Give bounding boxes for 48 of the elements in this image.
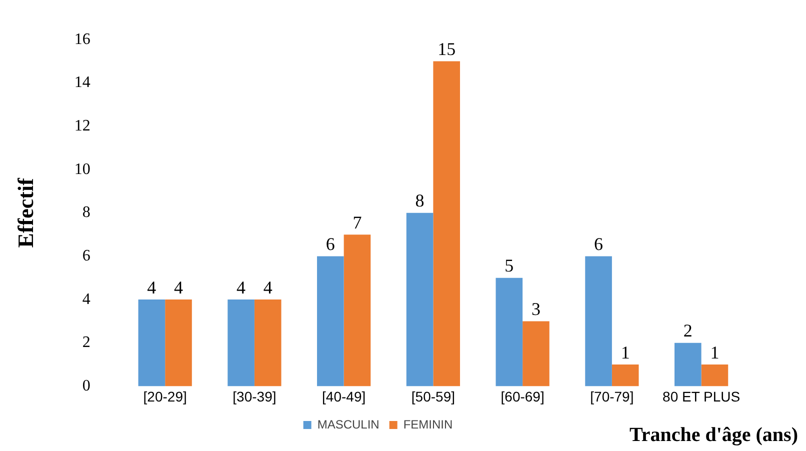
bar [522, 321, 550, 386]
x-axis-title: Tranche d'âge (ans) [629, 424, 798, 447]
legend-label: MASCULIN [317, 417, 380, 432]
bar [344, 234, 371, 386]
y-tick-label: 12 [74, 117, 90, 134]
y-tick-label: 4 [82, 290, 90, 308]
y-tick-label: 10 [74, 160, 90, 178]
data-label: 1 [710, 342, 720, 362]
data-label: 5 [504, 256, 514, 276]
data-label: 4 [236, 277, 246, 298]
data-label: 7 [352, 212, 362, 232]
bar [701, 364, 728, 386]
x-tick-label: [40-49] [322, 388, 366, 404]
bar [317, 256, 344, 386]
y-tick-label: 6 [82, 247, 90, 264]
x-tick-label: [50-59] [411, 388, 455, 404]
y-tick-label: 14 [74, 74, 90, 92]
data-label: 8 [415, 190, 424, 211]
data-label: 4 [174, 277, 183, 298]
bar [138, 300, 166, 386]
data-label: 3 [531, 298, 540, 319]
data-label: 1 [620, 342, 630, 362]
bar [254, 300, 282, 386]
x-tick-label: [30-39] [232, 388, 276, 404]
bar [496, 278, 523, 386]
x-tick-label: [60-69] [500, 388, 544, 404]
bar [674, 342, 702, 386]
bar [406, 212, 434, 386]
x-tick-label: 80 ET PLUS [662, 388, 740, 404]
data-label: 6 [326, 234, 335, 254]
bar [228, 300, 254, 386]
y-tick-label: 16 [74, 30, 90, 48]
x-tick-label: [20-29] [143, 388, 187, 404]
y-tick-label: 8 [82, 204, 90, 222]
legend-label: FEMININ [403, 417, 453, 432]
bar [165, 300, 192, 386]
bar [585, 256, 612, 386]
data-label: 4 [147, 277, 156, 298]
x-tick-label: [70-79] [590, 388, 634, 404]
data-label: 4 [263, 277, 272, 298]
data-label: 15 [438, 38, 456, 59]
y-axis-title: Effectif [12, 177, 38, 248]
bar [433, 61, 460, 386]
y-tick-label: 0 [82, 377, 90, 394]
data-label: 6 [594, 234, 604, 254]
data-label: 2 [683, 320, 692, 341]
bar [612, 364, 639, 386]
y-tick-label: 2 [82, 334, 90, 352]
